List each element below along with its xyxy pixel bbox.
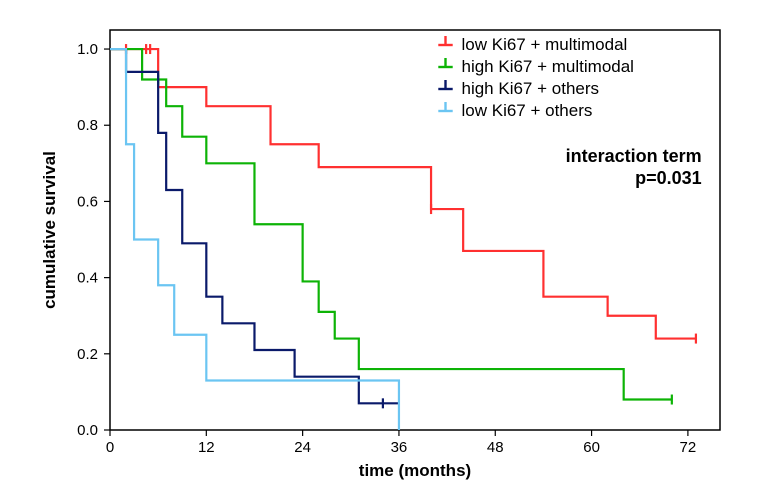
xtick-label: 48 — [487, 439, 504, 456]
ytick-label: 0.4 — [77, 270, 98, 287]
x-axis-label: time (months) — [359, 461, 471, 480]
legend-label: high Ki67 + multimodal — [462, 57, 634, 76]
xtick-label: 60 — [583, 439, 600, 456]
legend-label: low Ki67 + multimodal — [462, 35, 628, 54]
annotation-line: p=0.031 — [635, 168, 702, 188]
xtick-label: 12 — [198, 439, 215, 456]
annotation-line: interaction term — [566, 146, 702, 166]
ytick-label: 0.8 — [77, 117, 98, 134]
xtick-label: 36 — [391, 439, 408, 456]
xtick-label: 72 — [680, 439, 697, 456]
km-curve-red — [110, 49, 696, 339]
km-chart-svg: 0 12 24 36 48 60 72 0.0 0.2 0.4 0.6 0.8 1.0 time (mon… — [0, 0, 758, 502]
ytick-label: 0.2 — [77, 346, 98, 363]
xtick-label: 0 — [106, 439, 114, 456]
km-curve-darkblue — [110, 49, 399, 403]
ytick-label: 0.6 — [77, 193, 98, 210]
y-axis-label: cumulative survival — [40, 151, 59, 309]
ytick-label: 0.0 — [77, 422, 98, 439]
km-chart-container: 0 12 24 36 48 60 72 0.0 0.2 0.4 0.6 0.8 1.0 time (mon… — [0, 0, 758, 502]
legend-label: high Ki67 + others — [462, 79, 600, 98]
xtick-label: 24 — [294, 439, 311, 456]
ytick-label: 1.0 — [77, 41, 98, 58]
legend-label: low Ki67 + others — [462, 101, 593, 120]
